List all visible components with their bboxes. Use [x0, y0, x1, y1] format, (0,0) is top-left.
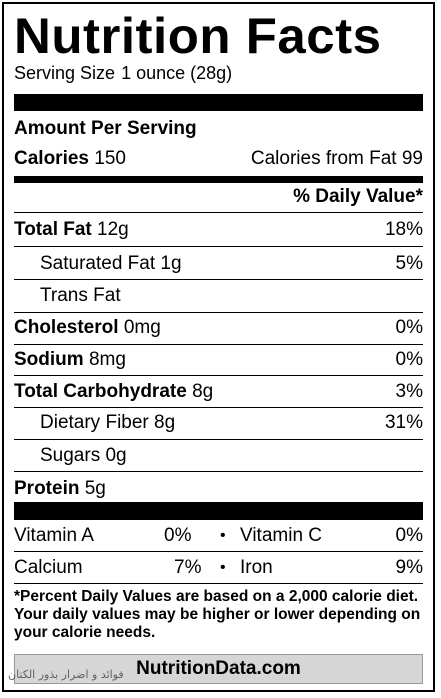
nutrient-label: Sugars	[40, 445, 101, 466]
nutrient-cell: Sugars 0g	[14, 444, 127, 468]
nutrient-amount: 0g	[105, 445, 127, 466]
calories-value: 150	[94, 148, 126, 169]
nutrient-dv: 5%	[395, 253, 423, 274]
nutrient-label: Cholesterol	[14, 317, 119, 338]
calories-cell: Calories 150	[14, 147, 126, 171]
nutrition-label: Nutrition Facts Serving Size 1 ounce (28g…	[2, 2, 435, 692]
daily-value-header: % Daily Value*	[14, 185, 423, 209]
nutrient-amount: 1g	[160, 253, 182, 274]
nutrient-row-trans-fat: Trans Fat	[14, 284, 423, 308]
nutrient-row-dietary-fiber: Dietary Fiber 8g 31%	[14, 411, 423, 435]
nutrient-label: Protein	[14, 478, 80, 499]
vitamin-right-label: Iron	[240, 557, 273, 578]
footer-brand-link[interactable]: NutritionData.com	[136, 658, 301, 679]
divider	[14, 471, 423, 472]
vitamin-left-label: Vitamin A	[14, 525, 94, 546]
nutrient-row-saturated-fat: Saturated Fat 1g 5%	[14, 252, 423, 276]
divider	[14, 344, 423, 345]
divider	[14, 279, 423, 280]
nutrient-row-sugars: Sugars 0g	[14, 444, 423, 468]
footer-brand-box[interactable]: NutritionData.com	[14, 654, 423, 684]
calories-fat-label: Calories from Fat	[250, 148, 397, 169]
nutrient-label: Saturated Fat	[40, 253, 156, 274]
nutrient-row-sodium: Sodium 8mg 0%	[14, 348, 423, 372]
daily-value-header-label: % Daily Value*	[293, 186, 423, 207]
nutrient-row-protein: Protein 5g	[14, 477, 423, 501]
nutrient-row-cholesterol: Cholesterol 0mg 0%	[14, 316, 423, 340]
calories-fat-cell: Calories from Fat 99	[251, 147, 423, 171]
nutrient-label: Total Carbohydrate	[14, 381, 187, 402]
label-inner: Nutrition Facts Serving Size 1 ounce (28g…	[14, 4, 423, 690]
vitamin-right-label: Vitamin C	[240, 525, 323, 546]
calories-row: Calories 150 Calories from Fat 99	[14, 147, 423, 171]
vitamin-row: Vitamin A 0% • Vitamin C 0%	[14, 524, 423, 548]
serving-size-label: Serving Size	[14, 63, 116, 83]
vitamin-left-label: Calcium	[14, 557, 83, 578]
divider	[14, 212, 423, 213]
nutrient-dv: 31%	[384, 412, 423, 433]
divider	[14, 551, 423, 552]
nutrient-amount: 8g	[192, 381, 214, 402]
bullet: •	[220, 527, 226, 544]
thick-divider-top	[14, 94, 423, 111]
nutrient-cell: Sodium 8mg	[14, 348, 126, 372]
nutrient-cell: Dietary Fiber 8g	[14, 411, 175, 435]
vitamin-left-value: 0%	[164, 525, 192, 546]
nutrient-label: Sodium	[14, 349, 84, 370]
divider	[14, 246, 423, 247]
nutrient-amount: 8mg	[88, 349, 126, 370]
watermark-text: فوائد و اضرار بذور الكتان	[8, 668, 124, 681]
thick-divider-vitamins	[14, 502, 423, 520]
vitamin-right-value: 0%	[395, 525, 423, 546]
nutrient-cell: Cholesterol 0mg	[14, 316, 161, 340]
divider	[14, 583, 423, 584]
nutrient-amount: 0mg	[123, 317, 161, 338]
nutrient-row-total-fat: Total Fat 12g 18%	[14, 218, 423, 242]
amount-per-serving-label: Amount Per Serving	[14, 118, 197, 139]
vitamin-left-value: 7%	[174, 557, 202, 578]
nutrient-label: Dietary Fiber	[40, 412, 149, 433]
medium-divider	[14, 176, 423, 183]
serving-size: Serving Size 1 ounce (28g)	[14, 62, 232, 84]
nutrient-amount: 5g	[84, 478, 106, 499]
divider	[14, 439, 423, 440]
amount-per-serving: Amount Per Serving	[14, 117, 423, 141]
nutrient-dv: 18%	[384, 219, 423, 240]
nutrient-label: Total Fat	[14, 219, 92, 240]
bullet: •	[220, 559, 226, 576]
label-title: Nutrition Facts	[14, 8, 382, 64]
calories-fat-value: 99	[401, 148, 423, 169]
vitamin-row: Calcium 7% • Iron 9%	[14, 556, 423, 580]
nutrient-dv: 0%	[395, 317, 423, 338]
nutrient-dv: 3%	[395, 381, 423, 402]
nutrient-cell: Protein 5g	[14, 477, 106, 501]
nutrient-cell: Saturated Fat 1g	[14, 252, 182, 276]
serving-size-value: 1 ounce (28g)	[121, 63, 233, 83]
nutrient-cell: Trans Fat	[14, 284, 121, 308]
nutrient-dv: 0%	[395, 349, 423, 370]
divider	[14, 312, 423, 313]
divider	[14, 407, 423, 408]
calories-label: Calories	[14, 148, 89, 169]
nutrient-cell: Total Carbohydrate 8g	[14, 380, 213, 404]
vitamin-right-value: 9%	[395, 557, 423, 578]
divider	[14, 375, 423, 376]
nutrient-row-total-carbohydrate: Total Carbohydrate 8g 3%	[14, 380, 423, 404]
nutrient-cell: Total Fat 12g	[14, 218, 129, 242]
daily-value-footnote: *Percent Daily Values are based on a 2,0…	[14, 588, 421, 641]
nutrient-amount: 8g	[154, 412, 176, 433]
nutrient-label: Trans Fat	[40, 285, 121, 306]
nutrient-amount: 12g	[97, 219, 129, 240]
